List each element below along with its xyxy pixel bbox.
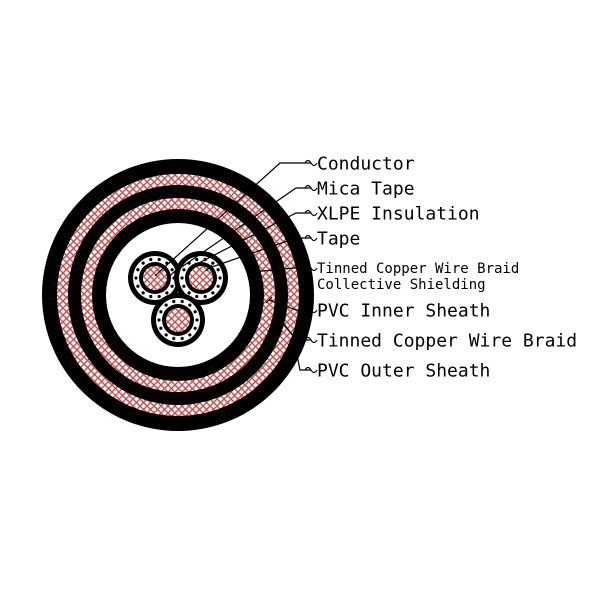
- label-braid2: Tinned Copper Wire Braid: [317, 330, 577, 351]
- ring-dot: [253, 281, 257, 285]
- core-dot: [136, 268, 139, 271]
- ring-dot: [164, 370, 168, 374]
- ring-dot: [254, 293, 258, 297]
- core-dot: [195, 318, 198, 321]
- core-dot: [142, 262, 145, 265]
- ring-dot: [253, 305, 257, 309]
- core-dot: [181, 337, 184, 340]
- core-dot: [165, 333, 168, 336]
- label-outerSheath: PVC Outer Sheath: [317, 360, 490, 381]
- label-shield: Tinned Copper Wire Braid: [317, 261, 519, 277]
- ring-dot: [113, 339, 117, 343]
- ring-dot: [200, 367, 204, 371]
- core-dot: [149, 258, 152, 261]
- ring-dot: [176, 215, 180, 219]
- ring-dot: [245, 328, 249, 332]
- core-dot: [171, 268, 174, 271]
- core-dot: [195, 258, 198, 261]
- label-innerSheath: PVC Inner Sheath: [317, 300, 490, 321]
- ring-dot: [231, 348, 235, 352]
- label-shield-line2: Collective Shielding: [317, 277, 486, 293]
- ring-dot: [239, 247, 243, 251]
- core-dot: [188, 304, 191, 307]
- ring-dot: [231, 238, 235, 242]
- core-dot: [158, 258, 161, 261]
- core-dot: [182, 268, 185, 271]
- ring-dot: [130, 230, 134, 234]
- ring-dot: [152, 219, 156, 223]
- core-dot: [172, 337, 175, 340]
- ring-dot: [188, 370, 192, 374]
- core-dot: [181, 300, 184, 303]
- ring-dot: [98, 293, 102, 297]
- core-dot: [165, 304, 168, 307]
- ring-dot: [102, 317, 106, 321]
- core-dot: [172, 300, 175, 303]
- core-dot: [194, 327, 197, 330]
- ring-dot: [121, 238, 125, 242]
- core-dot: [218, 276, 221, 279]
- label-xlpe: XLPE Insulation: [317, 203, 480, 224]
- cable-cross-section-diagram: Conductor Mica Tape XLPE Insulation Tape Tin…: [0, 0, 600, 600]
- ring-dot: [152, 367, 156, 371]
- ring-dot: [239, 339, 243, 343]
- ring-dot: [211, 362, 215, 366]
- ring-dot: [245, 257, 249, 261]
- ring-dot: [200, 219, 204, 223]
- core-dot: [188, 333, 191, 336]
- core-dot: [211, 291, 214, 294]
- ring-dot: [140, 362, 144, 366]
- ring-dot: [250, 317, 254, 321]
- core-dot: [165, 291, 168, 294]
- core-dot: [158, 295, 161, 298]
- ring-dot: [102, 269, 106, 273]
- ring-dot: [130, 356, 134, 360]
- core-dot: [134, 276, 137, 279]
- core-dot: [157, 318, 160, 321]
- core-dot: [211, 262, 214, 265]
- label-conductor: Conductor: [317, 153, 415, 174]
- ring-dot: [106, 257, 110, 261]
- core-dot: [217, 285, 220, 288]
- core-1-layer-3: [189, 266, 213, 290]
- core-2-layer-3: [166, 308, 190, 332]
- core-dot: [182, 285, 185, 288]
- core-dot: [217, 268, 220, 271]
- core-0-layer-3: [143, 266, 167, 290]
- core-dot: [204, 295, 207, 298]
- label-tape: Tape: [317, 228, 360, 249]
- ring-dot: [188, 216, 192, 220]
- ring-dot: [140, 223, 144, 227]
- core-dot: [142, 291, 145, 294]
- core-dot: [136, 285, 139, 288]
- core-dot: [188, 291, 191, 294]
- core-dot: [180, 276, 183, 279]
- ring-dot: [99, 281, 103, 285]
- ring-dot: [106, 328, 110, 332]
- label-mica: Mica Tape: [317, 178, 415, 199]
- core-dot: [194, 310, 197, 313]
- core-dot: [159, 310, 162, 313]
- ring-dot: [99, 305, 103, 309]
- ring-dot: [121, 348, 125, 352]
- ring-dot: [164, 216, 168, 220]
- ring-dot: [222, 230, 226, 234]
- core-dot: [171, 285, 174, 288]
- core-dot: [195, 295, 198, 298]
- core-dot: [149, 295, 152, 298]
- ring-dot: [113, 247, 117, 251]
- core-dot: [159, 327, 162, 330]
- ring-dot: [222, 356, 226, 360]
- ring-dot: [176, 371, 180, 375]
